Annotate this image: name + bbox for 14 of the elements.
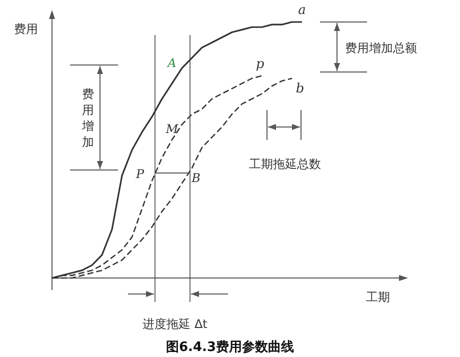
text: 图6.4.3费用参数曲线 bbox=[166, 339, 294, 355]
annotation: 费用增加 bbox=[81, 87, 94, 149]
series-label: p bbox=[256, 56, 265, 72]
annotation: 工期拖延总数 bbox=[249, 157, 321, 171]
x-axis-title: 工期 bbox=[366, 290, 390, 304]
annotation: P bbox=[134, 167, 145, 181]
annotation: 费用增加总额 bbox=[345, 41, 417, 55]
annotation: B bbox=[190, 171, 201, 185]
annotation: A bbox=[166, 56, 177, 70]
series-label: a bbox=[298, 3, 306, 18]
series-label: b bbox=[296, 81, 304, 96]
text: 进度拖延 Δt bbox=[142, 317, 208, 331]
annotation: M bbox=[164, 122, 179, 136]
y-axis-title: 费用 bbox=[14, 22, 38, 36]
